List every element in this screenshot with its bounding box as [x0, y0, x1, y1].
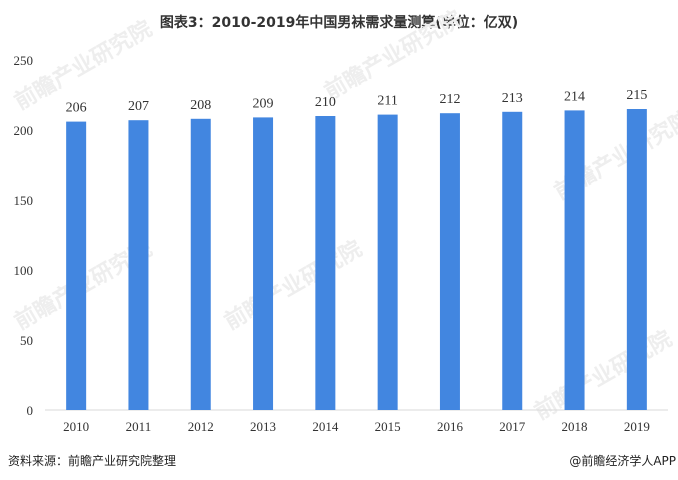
- data-label: 212: [439, 92, 460, 107]
- x-tick-label: 2011: [126, 419, 152, 434]
- y-tick-label: 150: [14, 193, 34, 208]
- y-tick-label: 100: [14, 263, 34, 278]
- data-label: 207: [128, 99, 149, 114]
- bar: [564, 110, 585, 411]
- x-tick-label: 2017: [499, 419, 526, 434]
- y-tick-label: 250: [14, 53, 34, 68]
- x-tick-label: 2012: [188, 419, 214, 434]
- bar: [66, 121, 87, 410]
- data-label: 210: [315, 95, 336, 110]
- credit-note: @前瞻经济学人APP: [569, 454, 676, 468]
- data-label: 214: [564, 89, 585, 104]
- data-label: 208: [190, 98, 211, 113]
- x-tick-label: 2018: [562, 419, 588, 434]
- bar: [502, 111, 523, 411]
- x-tick-label: 2013: [250, 419, 276, 434]
- x-tick-label: 2016: [437, 419, 464, 434]
- bars: 206 207 208 209 210 211 212 213 214 215: [66, 88, 647, 411]
- y-tick-label: 50: [20, 333, 33, 348]
- data-label: 215: [626, 88, 647, 103]
- x-axis: 2010 2011 2012 2013 2014 2015 2016 2017 2018 2019: [63, 419, 650, 434]
- bar: [377, 114, 398, 410]
- bar: [439, 113, 460, 410]
- bar: [190, 118, 211, 411]
- y-axis: 0 50 100 150 200 250: [14, 53, 34, 418]
- source-note: 资料来源：前瞻产业研究院整理: [8, 454, 177, 468]
- x-tick-label: 2014: [312, 419, 339, 434]
- chart-title: 图表3：2010-2019年中国男袜需求量测算(单位：亿双): [159, 15, 519, 31]
- bar: [626, 109, 647, 410]
- watermark-text: 前瞻产业研究院: [220, 236, 366, 336]
- bar: [253, 117, 274, 411]
- x-tick-label: 2010: [63, 419, 89, 434]
- y-tick-label: 0: [27, 403, 34, 418]
- data-label: 211: [377, 94, 397, 109]
- bar: [128, 120, 149, 410]
- x-tick-label: 2019: [624, 419, 650, 434]
- watermark-text: 前瞻产业研究院: [320, 6, 466, 106]
- data-label: 213: [502, 91, 523, 106]
- y-tick-label: 200: [14, 123, 34, 138]
- bar: [315, 116, 336, 410]
- data-label: 209: [253, 96, 274, 111]
- x-tick-label: 2015: [375, 419, 401, 434]
- data-label: 206: [66, 101, 87, 116]
